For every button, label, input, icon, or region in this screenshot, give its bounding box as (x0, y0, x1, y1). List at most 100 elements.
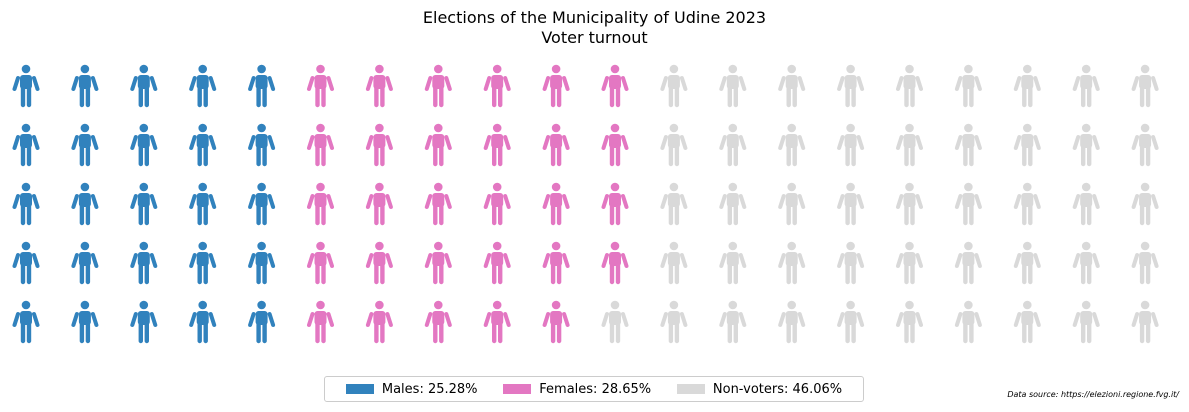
person-icon-males (12, 241, 40, 285)
person-icon-females (365, 182, 393, 226)
legend-swatch-males (345, 384, 374, 394)
person-icon-non-voters (660, 123, 688, 167)
person-icon-males (248, 241, 276, 285)
person-icon-males (130, 64, 158, 108)
person-icon-females (365, 241, 393, 285)
person-icon-non-voters (778, 241, 806, 285)
chart-title-block: Elections of the Municipality of Udine 2… (0, 8, 1189, 48)
person-icon-non-voters (1131, 123, 1159, 167)
person-icon-non-voters (896, 123, 923, 167)
person-icon-females (307, 123, 334, 167)
person-icon-females (307, 182, 334, 226)
person-icon-non-voters (1013, 64, 1041, 108)
person-icon-males (71, 300, 99, 344)
person-icon-females (542, 64, 570, 108)
person-icon-males (189, 300, 217, 344)
person-icon-non-voters (660, 182, 688, 226)
person-icon-non-voters (837, 300, 865, 344)
person-icon-males (130, 123, 158, 167)
person-icon-males (189, 182, 217, 226)
person-icon-non-voters (896, 64, 923, 108)
person-icon-non-voters (778, 300, 806, 344)
person-icon-non-voters (837, 123, 865, 167)
person-icon-non-voters (1013, 123, 1041, 167)
person-icon-females (542, 182, 570, 226)
person-icon-males (248, 300, 276, 344)
chart-subtitle: Voter turnout (541, 28, 648, 47)
person-icon-males (248, 123, 276, 167)
person-icon-non-voters (954, 123, 982, 167)
person-icon-females (365, 123, 393, 167)
person-icon-males (189, 123, 217, 167)
person-icon-non-voters (719, 123, 747, 167)
person-icon-males (248, 64, 276, 108)
person-icon-males (130, 182, 158, 226)
person-icon-non-voters (719, 182, 747, 226)
person-icon-non-voters (896, 182, 923, 226)
person-icon-non-voters (778, 64, 806, 108)
person-icon-males (12, 300, 40, 344)
person-icon-non-voters (896, 241, 923, 285)
person-icon-females (307, 241, 334, 285)
person-icon-males (71, 182, 99, 226)
person-icon-females (601, 182, 629, 226)
person-icon-females (483, 182, 511, 226)
person-icon-non-voters (660, 300, 688, 344)
person-icon-non-voters (954, 64, 982, 108)
data-source-note: Data source: https://elezioni.regione.fv… (1007, 390, 1179, 399)
person-icon-non-voters (719, 64, 747, 108)
person-icon-non-voters (778, 123, 806, 167)
person-icon-non-voters (1072, 182, 1100, 226)
person-icon-males (130, 300, 158, 344)
person-icon-non-voters (1072, 300, 1100, 344)
person-icon-females (542, 300, 570, 344)
person-icon-females (365, 64, 393, 108)
person-icon-males (12, 123, 40, 167)
person-icon-females (365, 300, 393, 344)
legend-item-females: Females: 28.65% (503, 382, 651, 397)
person-icon-non-voters (954, 300, 982, 344)
person-icon-non-voters (837, 241, 865, 285)
waffle-chart (12, 64, 1159, 344)
legend-item-non-voters: Non-voters: 46.06% (676, 381, 843, 397)
person-icon-non-voters (1131, 182, 1159, 226)
legend-swatch-non-voters (676, 384, 705, 394)
person-icon-non-voters (719, 241, 747, 285)
person-icon-females (307, 64, 334, 108)
person-icon-females (601, 64, 629, 108)
legend-swatch-females (503, 384, 532, 394)
person-icon-non-voters (1013, 241, 1041, 285)
person-icon-non-voters (778, 182, 806, 226)
person-icon-males (71, 241, 99, 285)
person-icon-females (424, 241, 452, 285)
person-icon-females (483, 241, 511, 285)
person-icon-non-voters (601, 300, 629, 344)
chart-title: Elections of the Municipality of Udine 2… (422, 8, 767, 27)
person-icon-non-voters (954, 182, 982, 226)
person-icon-males (189, 241, 217, 285)
person-icon-females (483, 300, 511, 344)
person-icon-non-voters (1131, 241, 1159, 285)
person-icon-non-voters (1072, 64, 1100, 108)
person-icon-males (12, 182, 40, 226)
person-icon-non-voters (1072, 123, 1100, 167)
legend-label-females: Females: 28.65% (539, 381, 652, 397)
person-icon-females (424, 182, 452, 226)
person-icon-males (12, 64, 40, 108)
person-icon-females (424, 300, 452, 344)
legend-label-non-voters: Non-voters: 46.06% (712, 381, 843, 397)
person-icon-non-voters (837, 64, 865, 108)
person-icon-non-voters (896, 300, 923, 344)
person-icon-males (248, 182, 276, 226)
person-icon-non-voters (1131, 64, 1159, 108)
person-icon-females (601, 241, 629, 285)
person-icon-non-voters (1131, 300, 1159, 344)
legend-label-males: Males: 25.28% (381, 381, 478, 397)
person-icon-females (483, 64, 511, 108)
person-icon-non-voters (954, 241, 982, 285)
person-icon-males (189, 64, 217, 108)
person-icon-females (542, 241, 570, 285)
person-icon-non-voters (660, 241, 688, 285)
person-icon-non-voters (719, 300, 747, 344)
person-icon-males (130, 241, 158, 285)
